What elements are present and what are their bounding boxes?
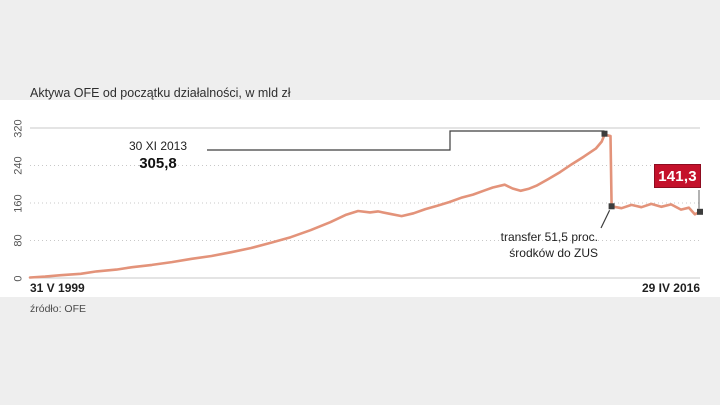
after-transfer-marker <box>608 203 615 210</box>
end-marker <box>697 208 703 215</box>
x-axis-end-label: 29 IV 2016 <box>641 281 700 295</box>
y-axis-tick-320: 320 <box>12 119 25 138</box>
chart-title: Aktywa OFE od początku działalności, w m… <box>30 86 291 100</box>
peak-value-label: 305,8 <box>139 155 177 172</box>
y-axis-tick-80: 80 <box>12 234 25 247</box>
transfer-annotation: transfer 51,5 proc. środków do ZUS <box>440 229 598 261</box>
transfer-annotation-line1: transfer 51,5 proc. <box>500 230 598 244</box>
end-value-badge: 141,3 <box>654 164 701 188</box>
plot-background <box>0 100 720 297</box>
peak-date-label: 30 XI 2013 <box>128 139 188 153</box>
y-axis-tick-0: 0 <box>12 275 25 282</box>
peak-annotation: 30 XI 2013 305,8 <box>112 139 204 172</box>
y-axis-tick-160: 160 <box>12 194 25 213</box>
peak-marker <box>601 130 608 137</box>
source-note: źródło: OFE <box>30 303 87 315</box>
x-axis-start-label: 31 V 1999 <box>30 281 85 295</box>
y-axis-tick-240: 240 <box>12 156 25 175</box>
transfer-annotation-line2: środków do ZUS <box>509 246 598 260</box>
asset-line-series <box>28 133 702 279</box>
peak-callout-line <box>207 130 605 151</box>
transfer-callout-line <box>600 210 611 229</box>
